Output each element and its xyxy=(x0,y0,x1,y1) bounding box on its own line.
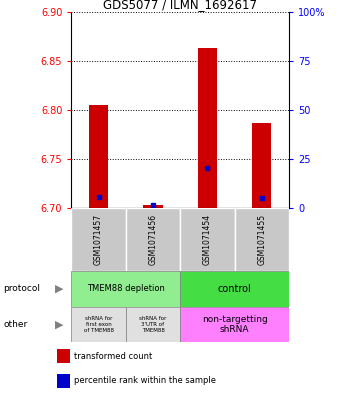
Bar xyxy=(235,208,289,271)
Bar xyxy=(126,307,180,342)
Text: GSM1071454: GSM1071454 xyxy=(203,214,212,265)
Text: TMEM88 depletion: TMEM88 depletion xyxy=(87,285,165,293)
Bar xyxy=(180,271,289,307)
Text: shRNA for
3'UTR of
TMEM88: shRNA for 3'UTR of TMEM88 xyxy=(139,316,167,332)
Bar xyxy=(143,206,163,208)
Bar xyxy=(126,208,180,271)
Text: ▶: ▶ xyxy=(55,284,64,294)
Text: non-targetting
shRNA: non-targetting shRNA xyxy=(202,314,268,334)
Bar xyxy=(71,271,180,307)
Bar xyxy=(71,307,126,342)
Bar xyxy=(57,374,70,388)
Text: ▶: ▶ xyxy=(55,319,64,329)
Bar xyxy=(57,349,70,364)
Text: protocol: protocol xyxy=(3,285,40,293)
Text: other: other xyxy=(3,320,28,329)
Text: GSM1071456: GSM1071456 xyxy=(149,214,157,265)
Text: shRNA for
first exon
of TMEM88: shRNA for first exon of TMEM88 xyxy=(84,316,114,332)
Bar xyxy=(71,208,126,271)
Text: GSM1071455: GSM1071455 xyxy=(257,214,266,265)
Bar xyxy=(198,48,217,208)
Text: transformed count: transformed count xyxy=(74,352,153,361)
Bar xyxy=(180,307,289,342)
Bar xyxy=(252,123,271,208)
Text: GSM1071457: GSM1071457 xyxy=(94,214,103,265)
Bar xyxy=(89,105,108,208)
Title: GDS5077 / ILMN_1692617: GDS5077 / ILMN_1692617 xyxy=(103,0,257,11)
Bar xyxy=(180,208,235,271)
Text: percentile rank within the sample: percentile rank within the sample xyxy=(74,376,216,385)
Text: control: control xyxy=(218,284,252,294)
